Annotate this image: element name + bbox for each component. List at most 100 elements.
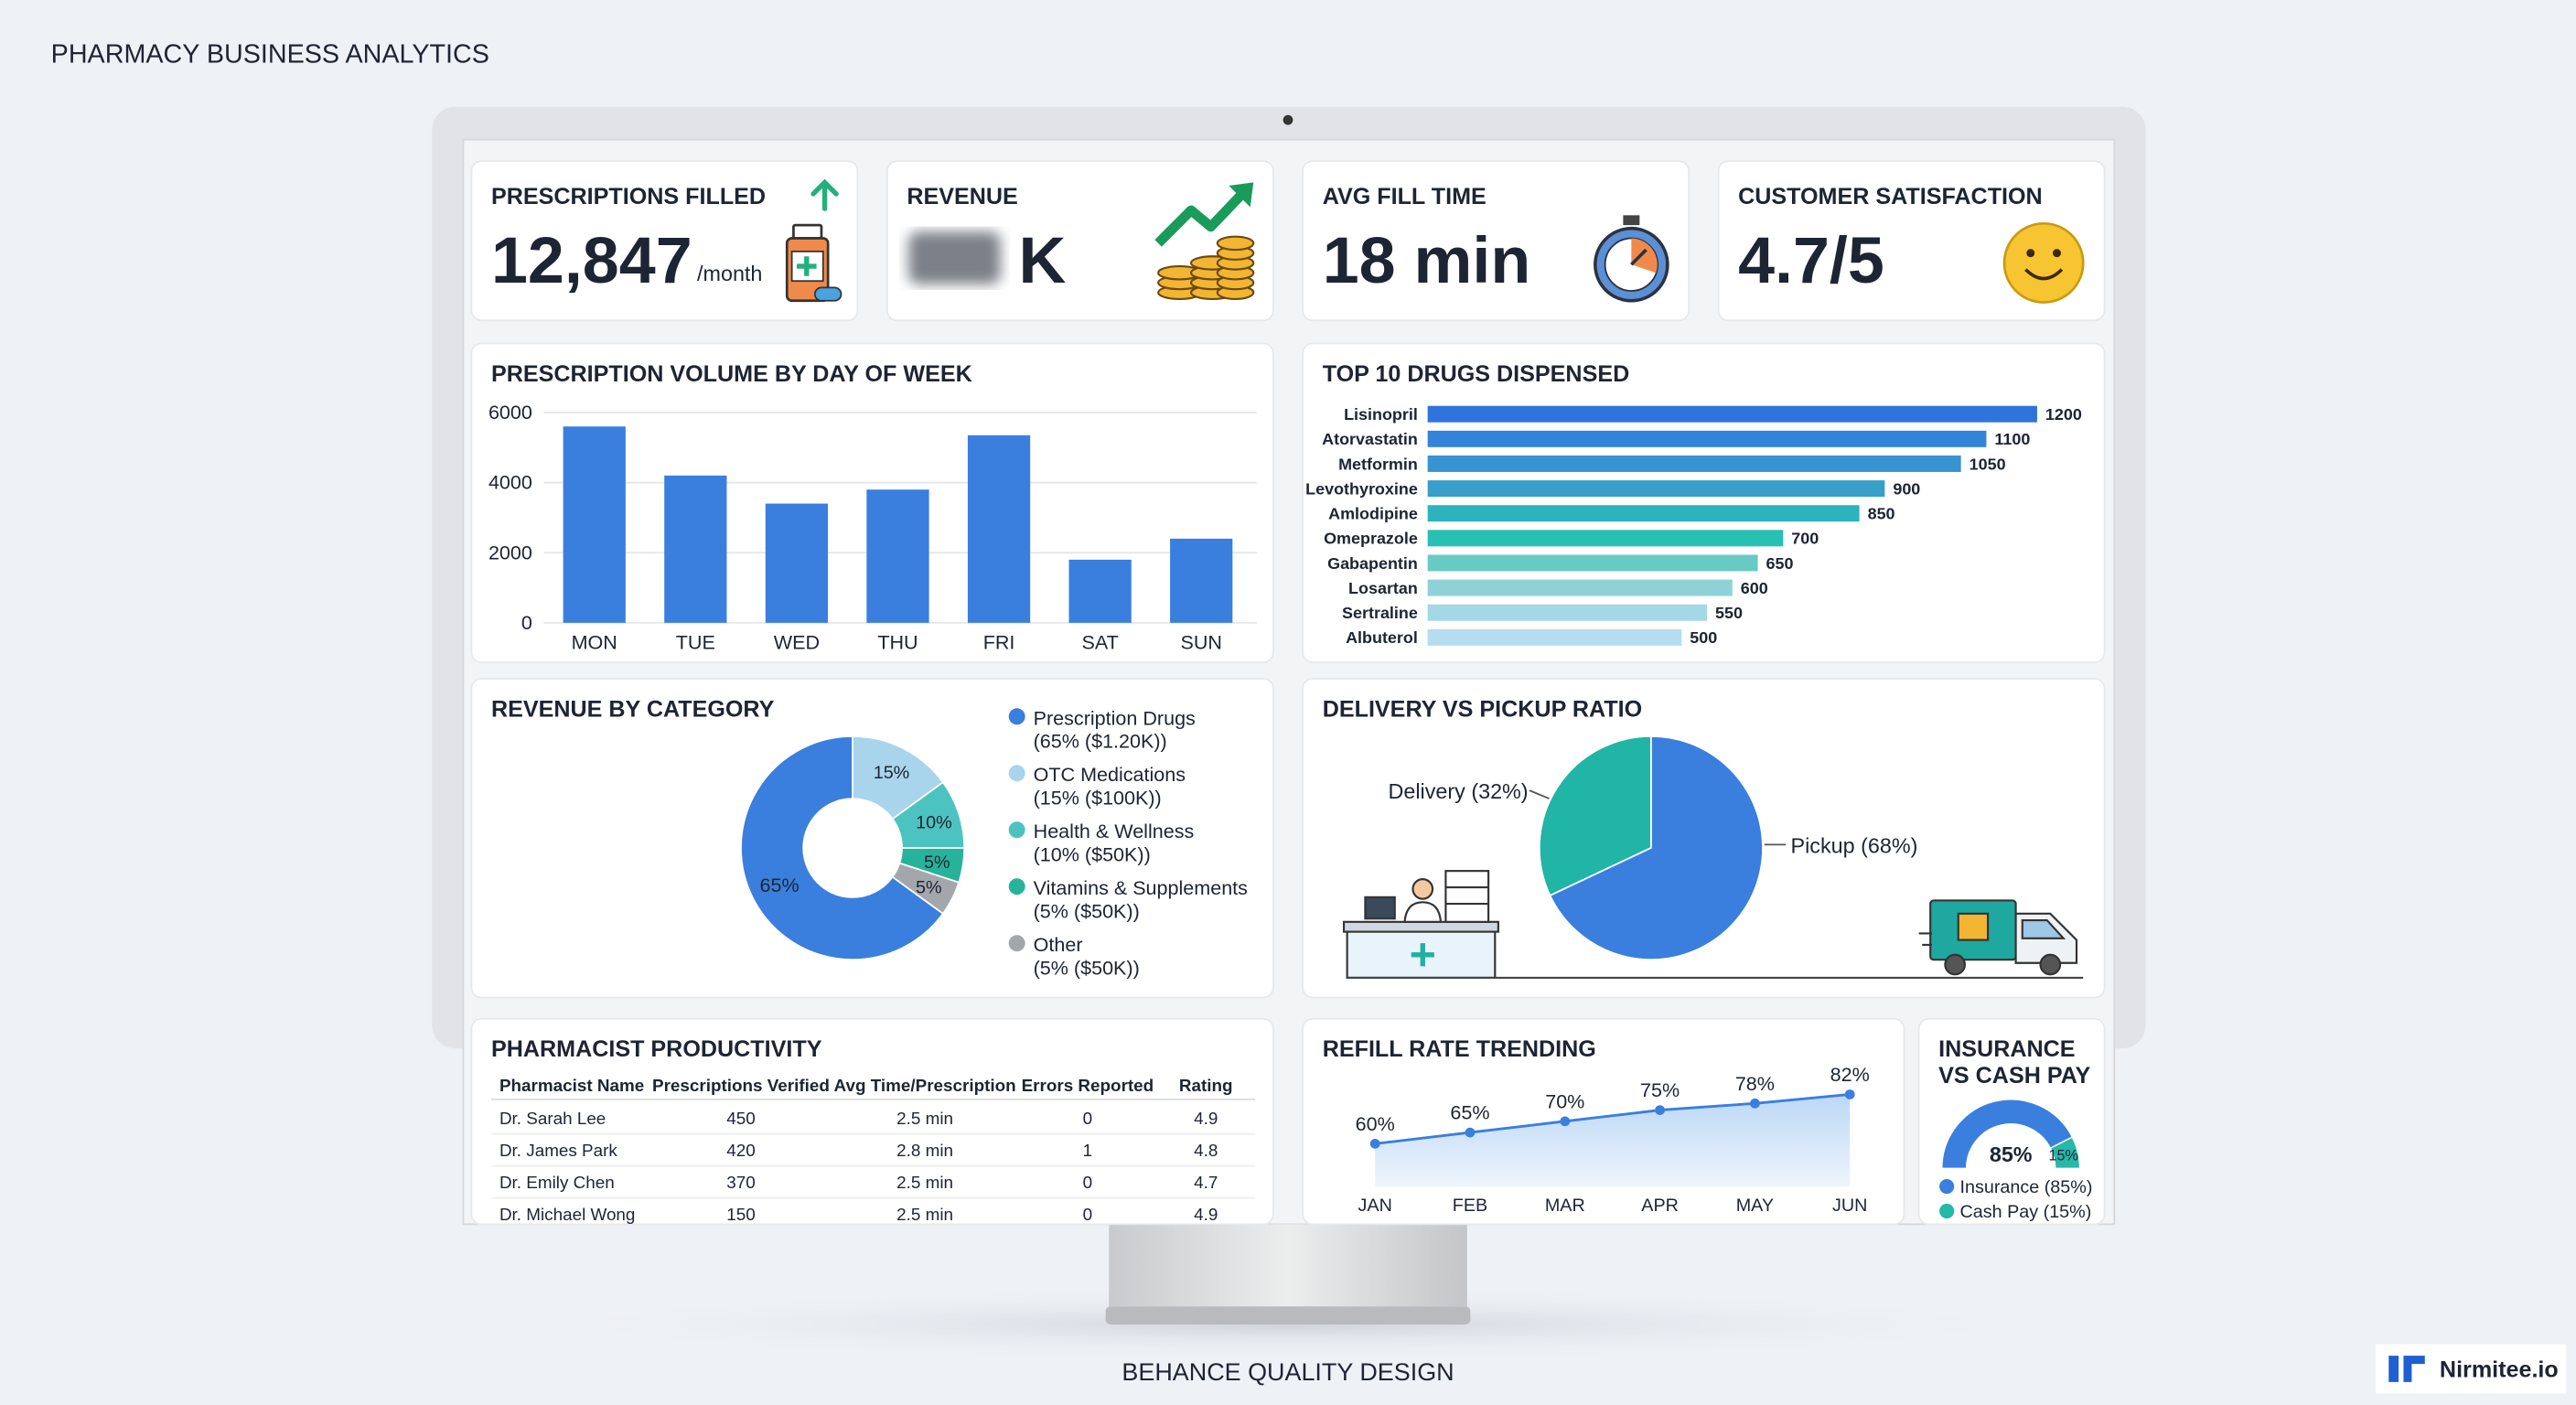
table-cell: 450 [726,1109,755,1128]
rect-shape [470,1017,1274,1226]
legend-swatch [1008,821,1025,839]
kpi-value: 4.7/5 [1738,224,1884,297]
segment-label: 15% [2049,1147,2078,1164]
pharmacy-illustration [1342,870,1499,979]
leader-line [1529,789,1550,799]
rect-shape [1444,870,1490,923]
chart-title: TOP 10 DRUGS DISPENSED [1323,361,1630,387]
value-label: 75% [1640,1078,1680,1101]
value-label: 650 [1766,554,1794,573]
bar [1427,480,1885,498]
slice-label: 15% [874,763,910,783]
path-shape [810,178,839,211]
table-cell: 2.5 min [896,1205,953,1224]
kpi-label: PRESCRIPTIONS FILLED [491,184,766,209]
rect-shape [470,678,1274,999]
value-label: 550 [1715,604,1743,622]
line-point [1369,1138,1380,1149]
bar [1427,405,2037,423]
table-cell: 2.5 min [896,1173,953,1192]
table-cell: Dr. James Park [499,1141,617,1160]
chart-title: DELIVERY VS PICKUP RATIO [1323,696,1642,722]
legend-detail: (10% ($50K)) [1034,842,1151,865]
bar [1427,505,1860,522]
chart-title: PRESCRIPTION VOLUME BY DAY OF WEEK [491,361,972,387]
bar-label: Atorvastatin [1322,430,1418,448]
circle-shape [2002,221,2085,304]
value-label: 600 [1741,579,1768,597]
table-header: Errors Reported [1022,1076,1154,1095]
table-cell: 420 [726,1141,755,1160]
line-point [1844,1089,1855,1099]
bar [1427,554,1758,572]
table-cell: 2.5 min [896,1109,953,1128]
slice-label: 5% [916,878,942,898]
footer-tagline: BEHANCE QUALITY DESIGN [1122,1358,1454,1386]
bar-label: Sertraline [1342,604,1418,622]
bar-label: Lisinopril [1344,405,1418,424]
legend-swatch [1939,1178,1955,1195]
table-header: Rating [1179,1076,1233,1095]
x-tick-label: MAR [1545,1196,1585,1216]
rect-shape [1623,215,1640,226]
icon-arrow-up [810,178,839,211]
bar-label: Metformin [1338,455,1418,473]
chart-title: REFILL RATE TRENDING [1323,1036,1596,1062]
kpi-label: AVG FILL TIME [1323,184,1487,209]
legend-label: Health & Wellness [1034,820,1195,842]
pie-slice [1549,735,1764,961]
path-shape [2021,918,2066,939]
x-tick-label: APR [1641,1196,1679,1216]
g-shape [1157,235,1255,301]
path-shape [2024,268,2064,281]
line [1375,1093,1851,1145]
x-tick-label: MAY [1736,1196,1774,1216]
table-cell: Dr. Michael Wong [499,1205,635,1224]
table-cell: 4.9 [1194,1205,1218,1224]
icon-smiley [2002,221,2085,304]
x-tick-label: WED [774,631,820,654]
table-header: Pharmacist Name [499,1076,644,1095]
legend-label: Insurance (85%) [1960,1177,2093,1197]
circle-shape [1944,953,1966,976]
value-label: 78% [1735,1072,1775,1095]
path-shape [1631,238,1658,273]
circle-shape [2026,249,2035,258]
bar [1427,530,1784,547]
value-label: 900 [1893,479,1920,498]
path-shape [797,256,817,276]
legend-detail: (5% ($50K)) [1034,899,1140,922]
table-cell: 370 [726,1173,755,1192]
legend-detail: (65% ($1.20K)) [1034,729,1167,752]
y-tick-label: 4000 [488,471,532,494]
stand-base [1105,1306,1471,1325]
value-label: 700 [1791,530,1819,548]
bar-label: Gabapentin [1327,554,1418,573]
bar-label: Amlodipine [1328,505,1418,523]
monitor-stand [1109,1224,1467,1307]
legend-swatch [1939,1203,1955,1219]
rect-shape [1342,920,1499,933]
camera [1283,114,1293,125]
icon-pill-bottle [785,223,843,303]
rect-shape [813,286,843,302]
x-tick-label: MON [572,631,617,654]
bar-label: Albuterol [1346,628,1418,647]
rect-shape [1957,912,1990,941]
legend-label: OTC Medications [1034,763,1186,786]
kpi-label: CUSTOMER SATISFACTION [1738,184,2043,209]
circle-shape [2039,953,2062,976]
x-tick-label: SUN [1180,631,1221,654]
legend-label: Vitamins & Supplements [1034,876,1248,899]
kpi-unit: /month [697,262,762,285]
value-label: 1050 [1970,455,2006,473]
y-tick-label: 0 [521,611,532,634]
kpi-value: K [1018,224,1066,297]
brand-logo [2388,1356,2425,1382]
table-header: Prescriptions Verified [652,1076,830,1095]
bar [1427,628,1682,646]
legend-detail: (15% ($100K)) [1034,786,1162,809]
